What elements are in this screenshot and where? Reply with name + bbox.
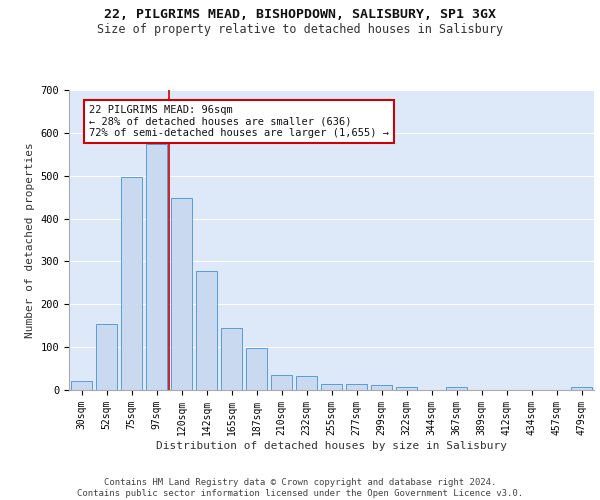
Bar bbox=[96, 324, 117, 390]
Bar bbox=[171, 198, 192, 390]
Bar bbox=[246, 348, 267, 390]
Text: Size of property relative to detached houses in Salisbury: Size of property relative to detached ho… bbox=[97, 22, 503, 36]
Bar bbox=[71, 380, 92, 390]
Bar bbox=[396, 387, 417, 390]
Bar bbox=[371, 385, 392, 390]
Text: 22, PILGRIMS MEAD, BISHOPDOWN, SALISBURY, SP1 3GX: 22, PILGRIMS MEAD, BISHOPDOWN, SALISBURY… bbox=[104, 8, 496, 20]
Y-axis label: Number of detached properties: Number of detached properties bbox=[25, 142, 35, 338]
Bar bbox=[321, 384, 342, 390]
Bar bbox=[121, 177, 142, 390]
Bar bbox=[196, 272, 217, 390]
Bar bbox=[271, 375, 292, 390]
Bar bbox=[296, 376, 317, 390]
Bar bbox=[571, 386, 592, 390]
Bar bbox=[221, 328, 242, 390]
Text: Contains HM Land Registry data © Crown copyright and database right 2024.
Contai: Contains HM Land Registry data © Crown c… bbox=[77, 478, 523, 498]
Bar bbox=[446, 386, 467, 390]
Bar bbox=[346, 384, 367, 390]
Bar bbox=[146, 144, 167, 390]
X-axis label: Distribution of detached houses by size in Salisbury: Distribution of detached houses by size … bbox=[156, 440, 507, 450]
Text: 22 PILGRIMS MEAD: 96sqm
← 28% of detached houses are smaller (636)
72% of semi-d: 22 PILGRIMS MEAD: 96sqm ← 28% of detache… bbox=[89, 105, 389, 138]
